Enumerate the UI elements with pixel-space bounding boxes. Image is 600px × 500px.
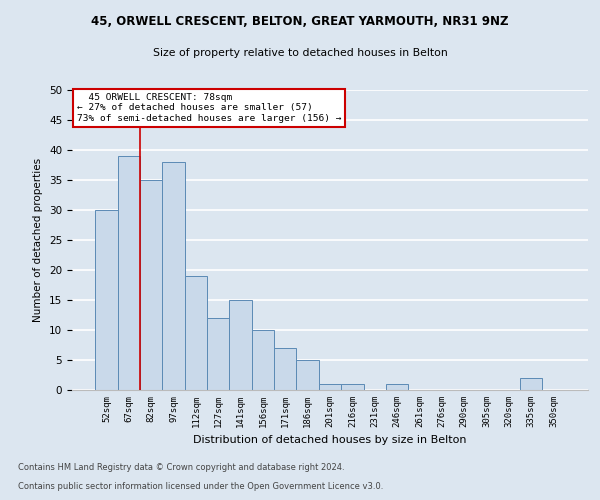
Text: Contains HM Land Registry data © Crown copyright and database right 2024.: Contains HM Land Registry data © Crown c… xyxy=(18,464,344,472)
Bar xyxy=(229,300,252,390)
Bar xyxy=(163,162,185,390)
Text: Distribution of detached houses by size in Belton: Distribution of detached houses by size … xyxy=(193,435,467,445)
Bar xyxy=(118,156,140,390)
Bar xyxy=(274,348,296,390)
Bar xyxy=(386,384,408,390)
Text: 45, ORWELL CRESCENT, BELTON, GREAT YARMOUTH, NR31 9NZ: 45, ORWELL CRESCENT, BELTON, GREAT YARMO… xyxy=(91,15,509,28)
Bar xyxy=(341,384,364,390)
Bar xyxy=(185,276,207,390)
Bar xyxy=(207,318,229,390)
Bar xyxy=(95,210,118,390)
Bar xyxy=(296,360,319,390)
Text: 45 ORWELL CRESCENT: 78sqm
← 27% of detached houses are smaller (57)
73% of semi-: 45 ORWELL CRESCENT: 78sqm ← 27% of detac… xyxy=(77,93,341,123)
Bar xyxy=(140,180,163,390)
Text: Contains public sector information licensed under the Open Government Licence v3: Contains public sector information licen… xyxy=(18,482,383,491)
Text: Size of property relative to detached houses in Belton: Size of property relative to detached ho… xyxy=(152,48,448,58)
Y-axis label: Number of detached properties: Number of detached properties xyxy=(34,158,43,322)
Bar xyxy=(252,330,274,390)
Bar xyxy=(319,384,341,390)
Bar xyxy=(520,378,542,390)
